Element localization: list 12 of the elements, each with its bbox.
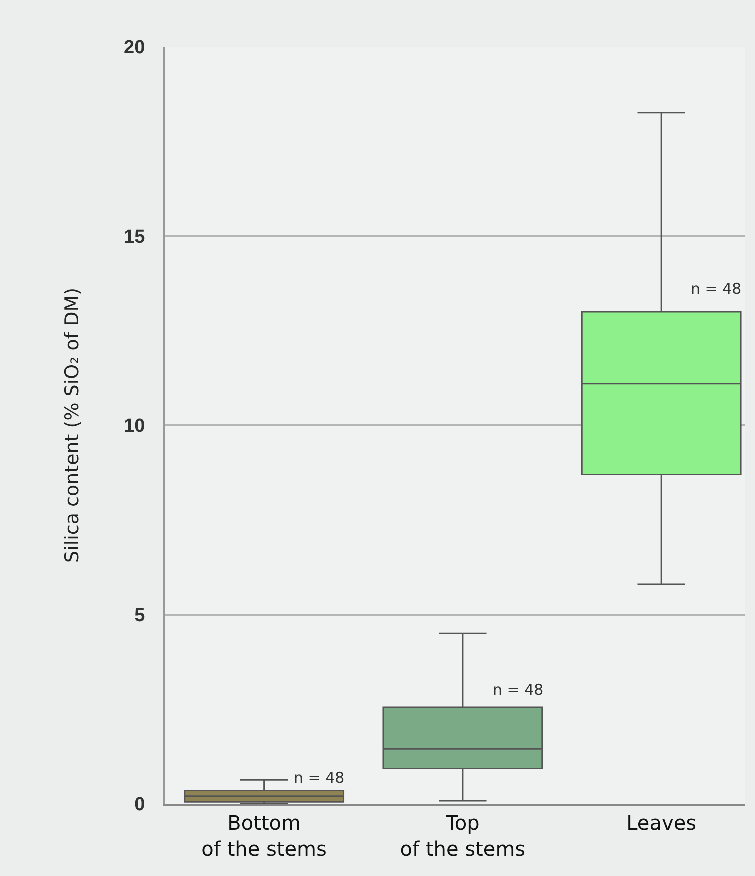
y-axis-title: Silica content (% SiO₂ of DM): [61, 288, 84, 564]
x-tick-label: Leaves: [626, 811, 697, 835]
y-tick-label: 10: [124, 416, 146, 438]
x-tick-label: Bottom of the stems: [202, 811, 327, 861]
annotation: n = 48: [294, 769, 345, 787]
y-tick-label: 0: [134, 794, 146, 816]
y-tick-label: 15: [124, 226, 146, 248]
annotation: n = 48: [493, 681, 544, 699]
x-tick-label: Top of the stems: [400, 811, 526, 861]
y-tick-label: 5: [134, 605, 146, 626]
annotation: n = 48: [691, 280, 742, 298]
y-tick-label: 20: [124, 38, 146, 59]
